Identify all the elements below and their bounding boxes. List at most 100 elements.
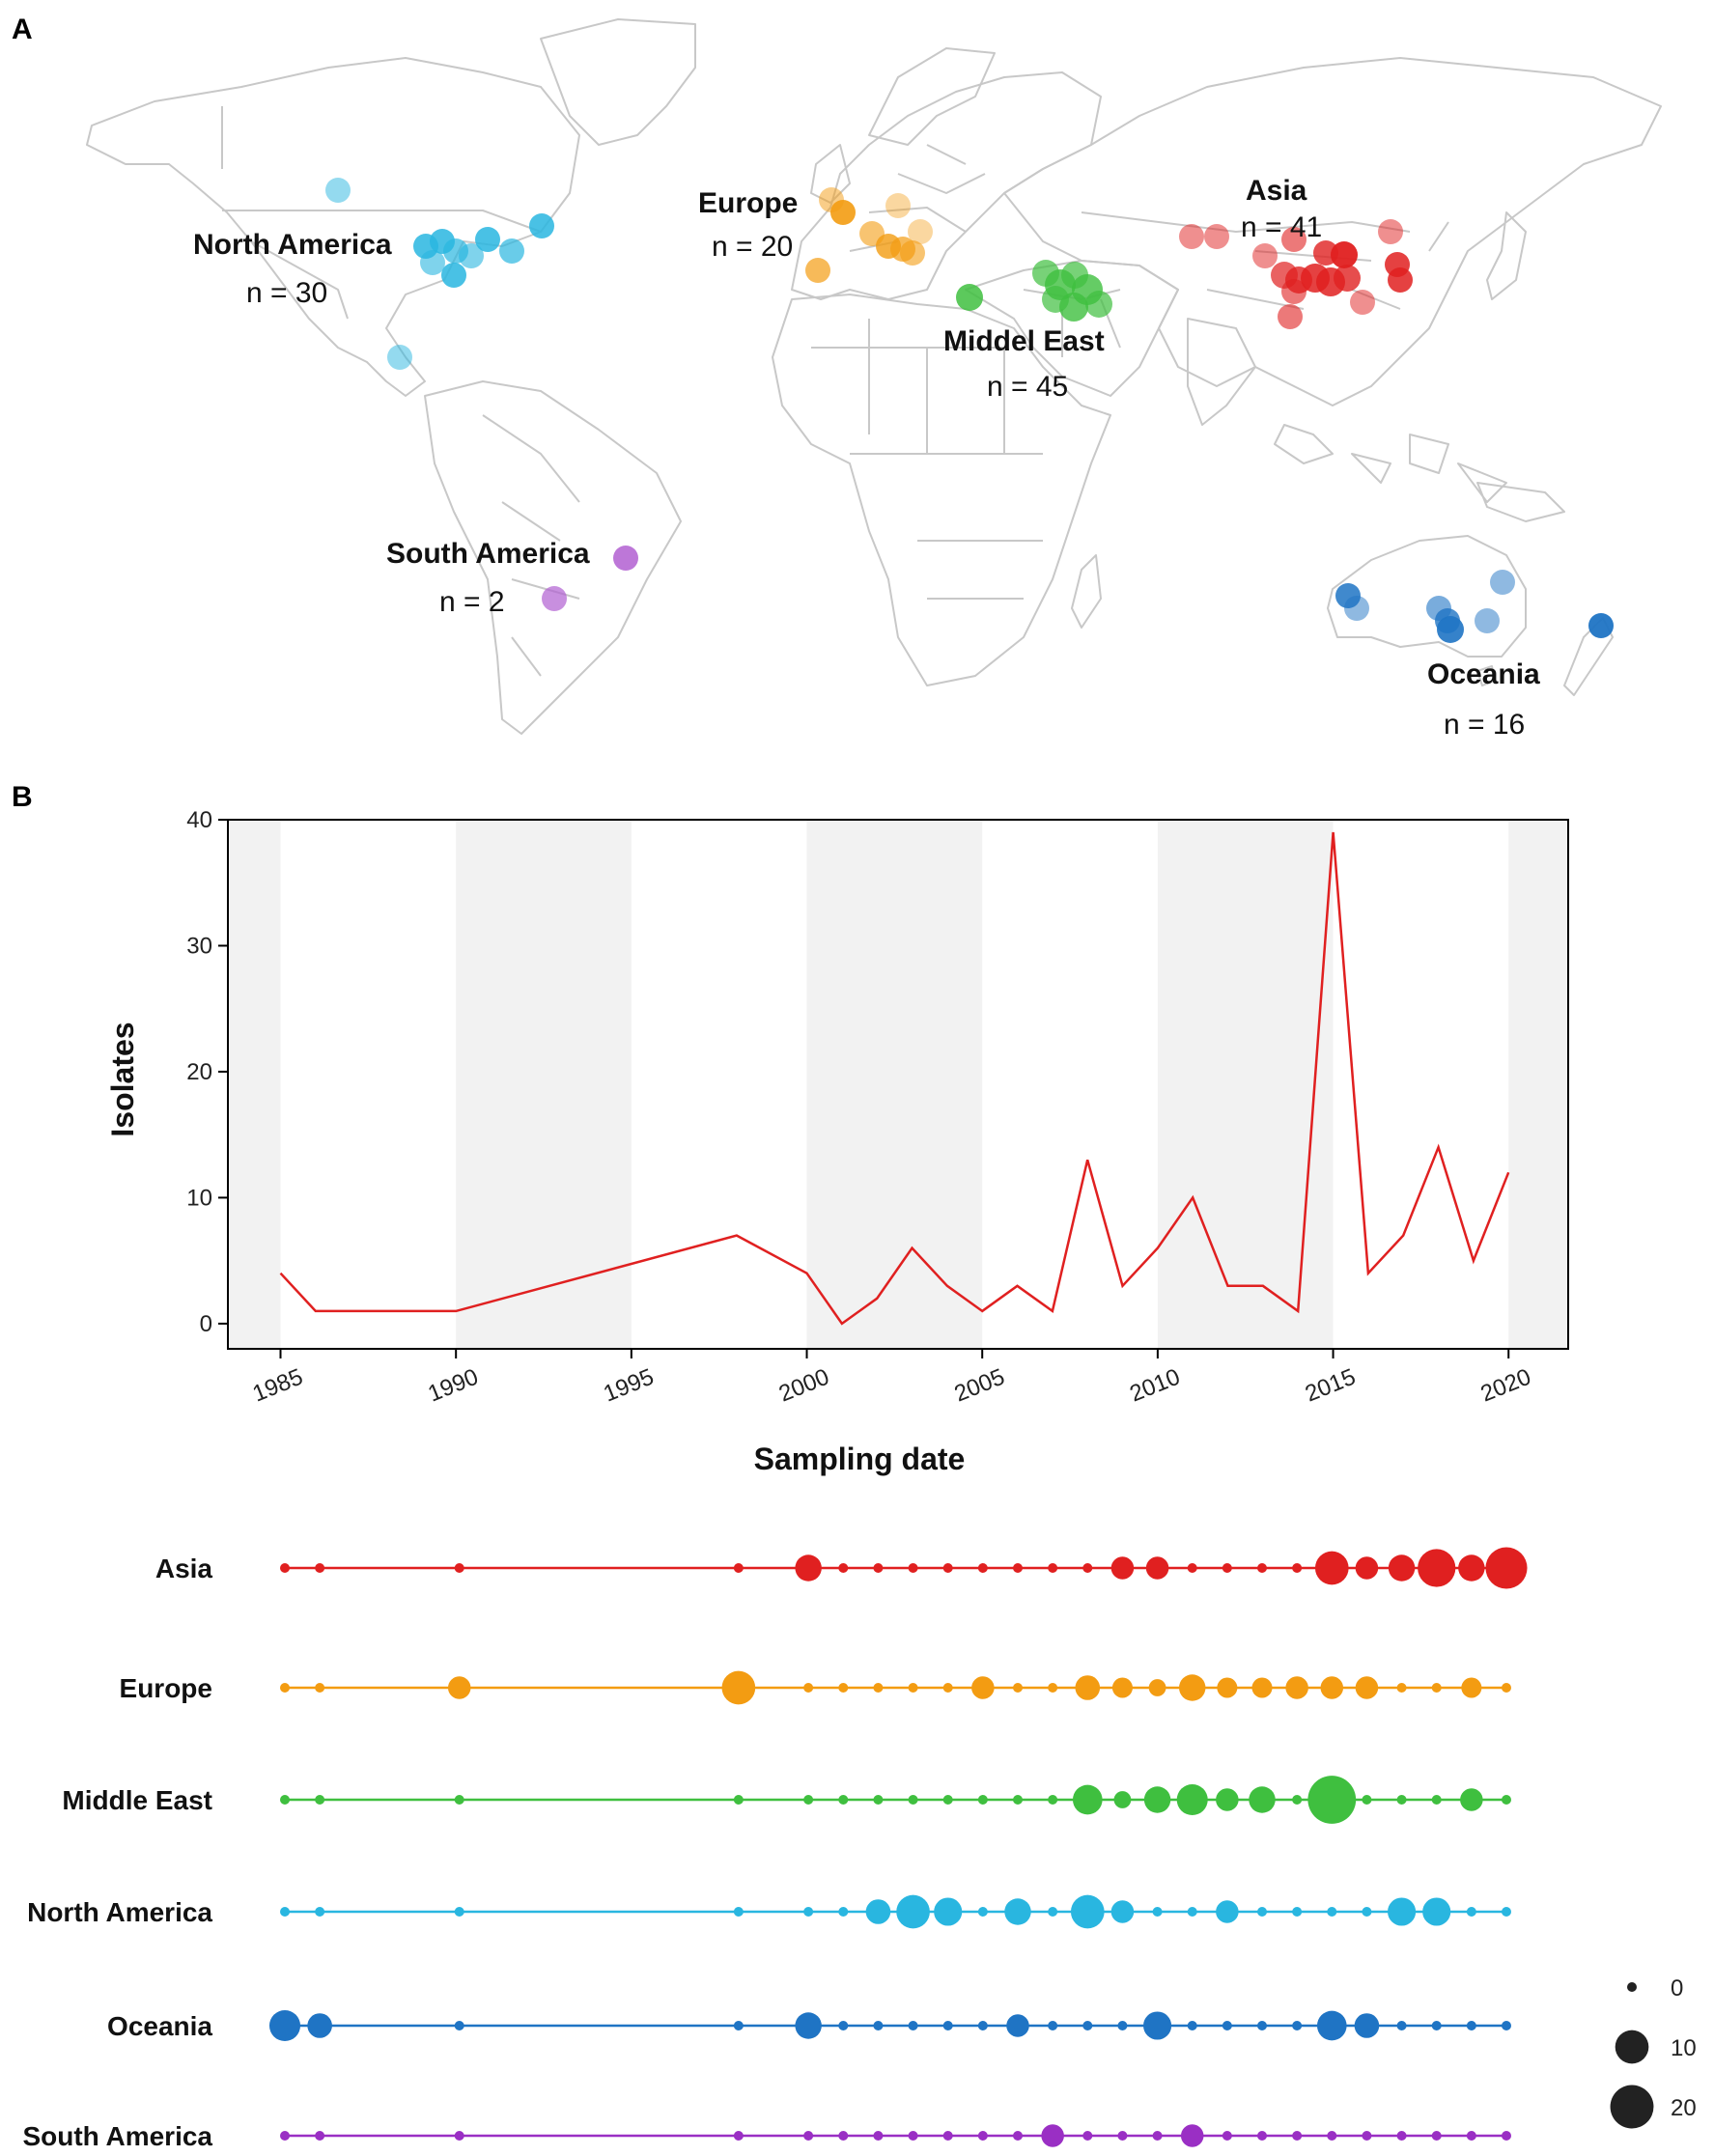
timeline-dot <box>1143 2011 1172 2040</box>
timeline-dot <box>1222 2021 1232 2030</box>
map-point <box>529 213 554 238</box>
timeline-dot <box>1485 1547 1528 1589</box>
points-oceania <box>1335 570 1614 643</box>
north-america-landmass <box>86 57 580 397</box>
size-legend-label: 10 <box>1671 2035 1697 2061</box>
map-point <box>805 258 830 283</box>
madagascar <box>1071 554 1102 629</box>
timeline-dot <box>942 1563 953 1573</box>
timeline-dot <box>971 1676 995 1699</box>
southeast-asia-islands <box>1274 424 1507 503</box>
timeline-dot <box>1187 1563 1197 1573</box>
timeline-row: Middle East <box>62 1776 1511 1824</box>
world-map <box>86 18 1662 735</box>
timeline-dot <box>1048 1683 1058 1693</box>
timeline-dot <box>1327 1907 1337 1917</box>
region-count-north-america: n = 30 <box>246 277 327 309</box>
timeline-dot <box>1422 1897 1451 1926</box>
size-legend: 0 10 20 <box>1610 1975 1697 2129</box>
timeline-dot <box>1013 1795 1023 1805</box>
map-point <box>830 200 856 225</box>
x-tick-label: 1995 <box>600 1364 658 1408</box>
timeline-dot <box>1316 2010 1347 2041</box>
map-point <box>1059 293 1088 322</box>
y-tick-label: 0 <box>200 1311 212 1337</box>
timeline-dot <box>1072 1784 1103 1815</box>
timeline-row: Europe <box>120 1670 1511 1705</box>
timeline-row: Asia <box>155 1547 1528 1589</box>
map-point <box>475 227 500 252</box>
timeline-dot <box>1117 2131 1128 2141</box>
timeline-dot <box>1113 1791 1132 1808</box>
map-point <box>1179 224 1204 249</box>
timeline-dot <box>1178 1674 1206 1701</box>
timeline-dot <box>1320 1676 1344 1699</box>
timeline-dot <box>280 1563 290 1573</box>
timeline-dot <box>280 1683 290 1693</box>
x-tick-label: 1990 <box>425 1364 483 1408</box>
map-point <box>1278 304 1303 329</box>
timeline-dot <box>1216 1900 1239 1923</box>
map-point <box>1475 608 1500 633</box>
points-asia <box>1179 219 1413 329</box>
panel-b-letter: B <box>12 781 33 813</box>
timeline-dot <box>838 1795 849 1805</box>
map-point <box>1350 290 1375 315</box>
timeline-dot <box>1292 2021 1303 2030</box>
map-point <box>1378 219 1403 244</box>
timeline-dot <box>1048 2021 1058 2030</box>
region-label-europe: Europe <box>698 187 798 219</box>
greenland <box>540 18 696 146</box>
africa-borders <box>811 319 1043 600</box>
timeline-dot <box>1152 1907 1163 1917</box>
map-point <box>1281 279 1307 304</box>
timeline-dot <box>1013 2131 1023 2141</box>
timeline-dot <box>908 2021 918 2030</box>
region-count-oceania: n = 16 <box>1444 709 1525 741</box>
region-label-south-america: South America <box>386 538 590 570</box>
size-legend-dot <box>1610 2085 1654 2129</box>
map-point <box>885 193 911 218</box>
timeline-dot <box>1013 1683 1023 1693</box>
row-label: Asia <box>155 1554 213 1583</box>
timeline-dot <box>942 1683 953 1693</box>
timeline-rows: Asia Europe Middle East North America Oceani… <box>22 1547 1528 2151</box>
mexico-border <box>250 240 349 320</box>
size-legend-dot <box>1615 2030 1649 2064</box>
timeline-dot <box>1466 1907 1476 1917</box>
timeline-dot <box>280 1907 290 1917</box>
line-series <box>279 831 1510 1326</box>
map-point <box>1344 596 1369 621</box>
shaded-bands <box>228 820 1568 1349</box>
timeline-dot <box>1111 1677 1133 1698</box>
timeline-dot <box>1431 1683 1442 1693</box>
timeline-dot <box>1145 1556 1169 1580</box>
timeline-row: South America <box>22 2121 1511 2151</box>
timeline-dot <box>454 2021 464 2030</box>
timeline-dot <box>934 1897 963 1926</box>
timeline-dot <box>1257 1907 1267 1917</box>
timeline-dot <box>315 1563 325 1573</box>
europe-borders <box>849 144 986 252</box>
timeline-dot <box>733 1563 744 1573</box>
timeline-dot <box>315 1795 325 1805</box>
timeline-dot <box>873 2131 884 2141</box>
map-point <box>1281 227 1307 252</box>
shaded-band <box>806 820 983 1349</box>
timeline-dot <box>838 1563 849 1573</box>
timeline-dot <box>838 1907 849 1917</box>
australia-landmass <box>1327 535 1527 658</box>
map-point <box>1085 291 1112 318</box>
timeline-dot <box>1362 1907 1372 1917</box>
size-legend-label: 0 <box>1671 1975 1683 2002</box>
x-tick-label: 2020 <box>1477 1364 1535 1408</box>
timeline-dot <box>268 2009 301 2042</box>
timeline-dot <box>1249 1786 1276 1813</box>
timeline-dot <box>873 1683 884 1693</box>
timeline-dot <box>873 1563 884 1573</box>
timeline-dot <box>1041 2124 1064 2147</box>
timeline-dot <box>1216 1788 1239 1811</box>
x-tick-label: 2005 <box>951 1364 1009 1408</box>
timeline-dot <box>315 1683 325 1693</box>
